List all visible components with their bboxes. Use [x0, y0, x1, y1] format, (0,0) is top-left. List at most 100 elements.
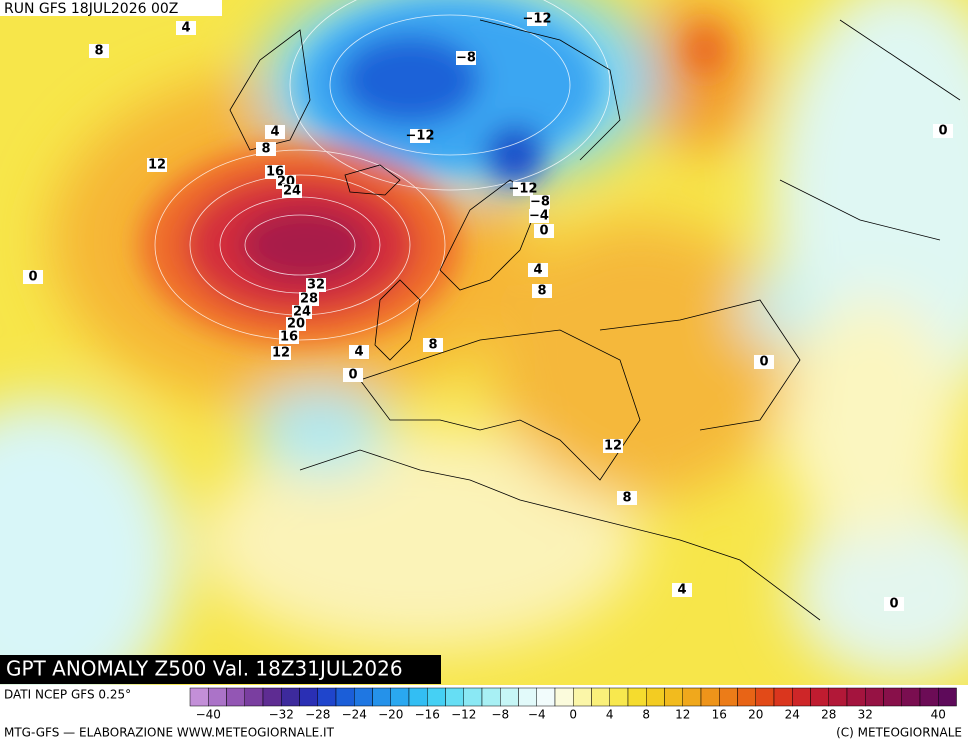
run-label: RUN GFS 18JUL2026 00Z	[4, 1, 178, 17]
contour-label-box	[527, 12, 547, 26]
colorbar-swatch	[755, 687, 775, 707]
colorbar-swatch	[609, 687, 629, 707]
colorbar-swatch	[919, 687, 939, 707]
contour-label-box	[410, 129, 430, 143]
contour-label-box	[933, 124, 953, 138]
contour-label-box	[530, 195, 550, 209]
colorbar-swatch	[719, 687, 738, 707]
title-box	[0, 655, 441, 684]
contour-label: 4	[677, 583, 686, 598]
colorbar-swatch	[463, 687, 483, 707]
colorbar-swatch	[445, 687, 464, 707]
contour-label-box	[279, 330, 299, 344]
colorbar-tick-label: −12	[451, 708, 476, 722]
colorbar-swatch	[627, 687, 647, 707]
contour-label: 0	[938, 124, 947, 139]
contour-label-box	[529, 209, 549, 223]
contour-label-box	[176, 21, 196, 35]
colorbar-swatch	[189, 687, 209, 707]
colorbar-tick-label: −32	[269, 708, 294, 722]
contour-label-box	[528, 263, 548, 277]
colorbar-tick-label: 12	[675, 708, 690, 722]
colorbar-swatch	[591, 687, 610, 707]
header-box	[0, 0, 222, 16]
colorbar-tick-label: 4	[606, 708, 614, 722]
colorbar-swatch	[536, 687, 556, 707]
contour-label: 8	[622, 491, 631, 506]
colorbar-tick-label: 20	[748, 708, 763, 722]
colorbar-tick-label: 24	[785, 708, 800, 722]
colorbar-tick-label: −8	[491, 708, 509, 722]
contour-label: −12	[523, 12, 552, 27]
contour-label-box	[292, 305, 312, 319]
contour-label: 4	[533, 263, 542, 278]
footer-left: MTG-GFS — ELABORAZIONE WWW.METEOGIORNALE…	[4, 726, 335, 740]
contour-label: 0	[348, 368, 357, 383]
colorbar-tick-label: 28	[821, 708, 836, 722]
map-title: GPT ANOMALY Z500 Val. 18Z31JUL2026	[6, 657, 403, 681]
contour-label-box	[23, 270, 43, 284]
colorbar-swatch	[883, 687, 902, 707]
contour-label-box	[672, 583, 692, 597]
colorbar-tick-label: 8	[642, 708, 650, 722]
contour-label: −12	[509, 182, 538, 197]
contour-label-box	[617, 491, 637, 505]
contour-label: −8	[456, 51, 476, 66]
contour-label: 20	[287, 317, 305, 332]
colorbar-swatch	[792, 687, 811, 707]
colorbar-swatch	[372, 687, 391, 707]
contour-label: 8	[261, 142, 270, 157]
contour-label: 0	[28, 270, 37, 285]
contour-label-box	[423, 338, 443, 352]
contour-label: 12	[272, 346, 290, 361]
colorbar-swatch	[938, 687, 957, 707]
colorbar-tick-label: −4	[528, 708, 546, 722]
contour-label: −12	[406, 129, 435, 144]
colorbar-swatch	[354, 687, 373, 707]
colorbar-swatch	[810, 687, 829, 707]
colorbar-tick-label: 16	[712, 708, 727, 722]
contour-label-box	[299, 292, 319, 306]
contour-label-box	[306, 278, 326, 292]
colorbar-swatch	[901, 687, 921, 707]
colorbar-swatch	[390, 687, 410, 707]
colorbar-swatch	[208, 687, 227, 707]
colorbar-swatch	[846, 687, 866, 707]
contour-label-box	[286, 317, 306, 331]
colorbar-swatch	[664, 687, 683, 707]
colorbar-swatch	[226, 687, 245, 707]
contour-label-box	[534, 224, 554, 238]
source-label: DATI NCEP GFS 0.25°	[4, 688, 131, 702]
colorbar-swatch	[335, 687, 355, 707]
contour-label: 8	[94, 44, 103, 59]
colorbar-swatch	[481, 687, 501, 707]
contour-label: 24	[283, 184, 301, 199]
colorbar-swatch	[244, 687, 264, 707]
colorbar-swatch	[518, 687, 537, 707]
colorbar-swatch	[828, 687, 848, 707]
contour-label-box	[282, 184, 302, 198]
colorbar-swatch	[573, 687, 592, 707]
colorbar-swatch	[281, 687, 300, 707]
contour-label: 24	[293, 305, 311, 320]
colorbar-swatch	[682, 687, 702, 707]
contour-label-box	[456, 51, 476, 65]
colorbar-swatch	[737, 687, 756, 707]
contour-label-box	[884, 597, 904, 611]
contour-label-box	[89, 44, 109, 58]
colorbar-tick-label: 40	[931, 708, 946, 722]
colorbar-swatch	[408, 687, 428, 707]
contour-label: 28	[300, 292, 318, 307]
colorbar-swatch	[299, 687, 318, 707]
colorbar-swatch	[773, 687, 793, 707]
colorbar-tick-label: −40	[196, 708, 221, 722]
colorbar: −40 −32 −28 −24 −20 −16 −12 −8 −4 0 4 8 12 16 20 24 28 32…	[189, 687, 957, 722]
colorbar-tick-label: 32	[858, 708, 873, 722]
colorbar-tick-label: −24	[342, 708, 367, 722]
colorbar-swatch	[865, 687, 884, 707]
contour-label: 12	[604, 439, 622, 454]
colorbar-swatch	[262, 687, 282, 707]
contour-label: −4	[529, 209, 549, 224]
